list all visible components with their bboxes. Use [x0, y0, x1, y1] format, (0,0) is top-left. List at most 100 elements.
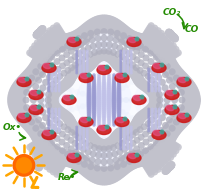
Circle shape [128, 41, 137, 49]
Circle shape [75, 67, 78, 70]
Circle shape [89, 137, 119, 167]
Circle shape [106, 98, 111, 104]
Circle shape [155, 33, 162, 40]
Circle shape [107, 121, 111, 125]
Circle shape [64, 38, 72, 46]
Circle shape [119, 66, 126, 74]
Circle shape [87, 109, 91, 113]
Circle shape [56, 105, 64, 113]
Circle shape [92, 107, 96, 111]
Circle shape [143, 148, 151, 156]
Circle shape [83, 127, 91, 134]
Circle shape [76, 72, 132, 128]
Circle shape [56, 34, 65, 43]
Circle shape [163, 166, 171, 174]
Circle shape [165, 51, 172, 58]
Circle shape [81, 23, 89, 32]
Circle shape [121, 25, 129, 33]
Circle shape [42, 138, 49, 145]
Circle shape [128, 128, 135, 135]
Circle shape [110, 77, 116, 83]
Circle shape [79, 125, 82, 129]
Circle shape [184, 107, 193, 115]
Ellipse shape [132, 95, 146, 105]
Circle shape [118, 140, 125, 147]
Circle shape [103, 54, 110, 61]
Circle shape [152, 31, 159, 38]
Circle shape [76, 50, 83, 57]
Circle shape [187, 92, 196, 101]
Circle shape [62, 83, 69, 91]
Circle shape [13, 89, 22, 98]
Circle shape [127, 35, 135, 43]
Circle shape [45, 97, 52, 104]
Circle shape [117, 123, 121, 127]
Circle shape [32, 31, 40, 39]
Circle shape [46, 33, 53, 40]
Circle shape [42, 146, 50, 153]
Circle shape [116, 98, 121, 104]
Circle shape [100, 165, 108, 172]
Circle shape [87, 24, 96, 32]
Circle shape [40, 128, 48, 137]
Circle shape [133, 160, 141, 168]
Circle shape [33, 137, 41, 146]
Circle shape [54, 125, 57, 129]
Circle shape [116, 131, 124, 139]
Circle shape [151, 123, 154, 126]
Circle shape [97, 117, 101, 121]
Circle shape [133, 69, 140, 77]
Circle shape [137, 126, 144, 133]
Circle shape [75, 64, 82, 72]
Circle shape [107, 123, 111, 127]
Circle shape [92, 139, 99, 146]
Circle shape [78, 160, 87, 169]
Circle shape [75, 134, 82, 141]
Circle shape [117, 109, 121, 113]
Circle shape [44, 92, 60, 108]
Circle shape [107, 75, 111, 79]
Circle shape [23, 89, 30, 96]
Circle shape [87, 58, 95, 66]
Circle shape [43, 58, 50, 65]
Circle shape [95, 25, 103, 34]
Circle shape [167, 162, 175, 170]
Circle shape [147, 112, 150, 115]
Circle shape [186, 79, 194, 88]
Circle shape [80, 156, 88, 164]
Circle shape [55, 147, 63, 156]
Circle shape [53, 85, 61, 93]
Circle shape [34, 70, 43, 79]
Circle shape [98, 143, 106, 150]
Circle shape [97, 87, 101, 91]
Circle shape [18, 74, 27, 82]
Circle shape [78, 25, 87, 34]
Circle shape [69, 38, 77, 45]
Circle shape [77, 67, 85, 75]
Circle shape [80, 126, 87, 133]
Circle shape [53, 146, 62, 155]
Circle shape [84, 160, 93, 168]
Circle shape [125, 157, 134, 166]
Circle shape [100, 53, 108, 61]
Circle shape [35, 116, 42, 123]
Circle shape [101, 167, 109, 176]
Circle shape [155, 160, 162, 167]
Circle shape [53, 151, 61, 158]
Circle shape [15, 86, 23, 94]
Circle shape [141, 39, 150, 47]
Circle shape [102, 111, 106, 115]
Circle shape [36, 60, 44, 68]
Circle shape [94, 35, 102, 42]
Circle shape [154, 129, 157, 132]
Circle shape [180, 87, 189, 96]
Circle shape [110, 169, 119, 177]
Circle shape [75, 66, 78, 68]
Circle shape [58, 129, 61, 132]
Circle shape [152, 154, 161, 163]
Circle shape [147, 70, 150, 73]
Circle shape [120, 63, 128, 70]
Circle shape [158, 71, 161, 74]
Circle shape [102, 167, 111, 175]
Circle shape [115, 21, 124, 29]
